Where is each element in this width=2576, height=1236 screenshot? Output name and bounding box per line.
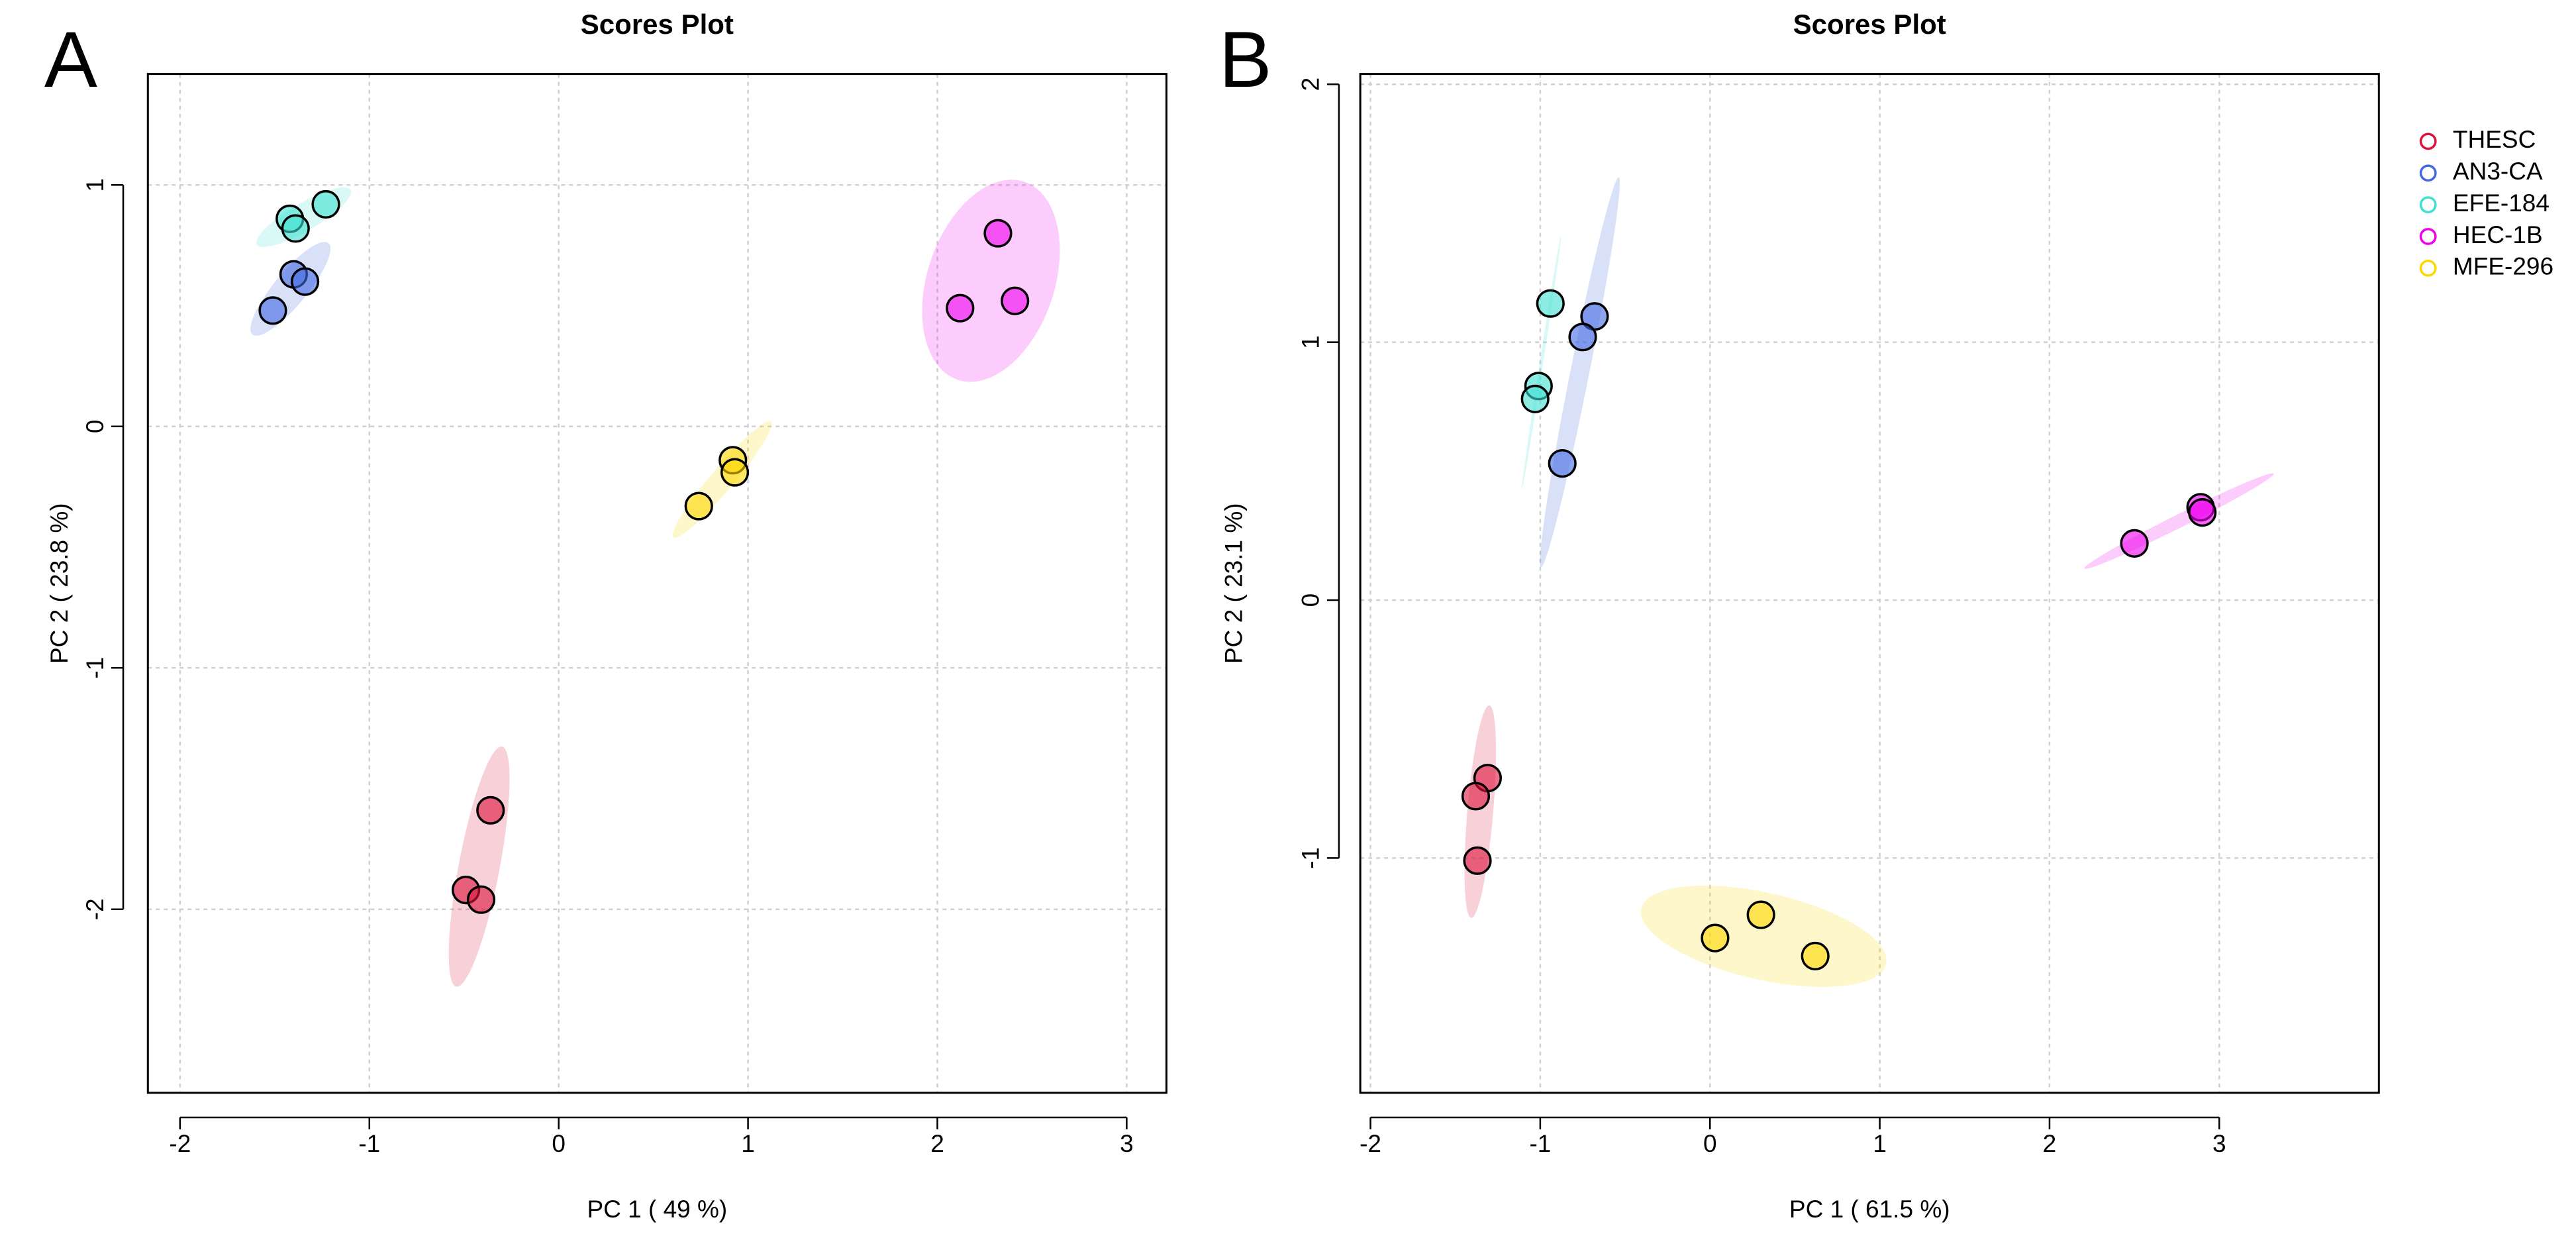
y-tick-label: 1: [1297, 335, 1324, 349]
point: [2188, 498, 2217, 527]
point-group: [2120, 493, 2217, 558]
point: [1568, 323, 1597, 352]
confidence-ellipse: [1464, 705, 1497, 918]
y-tick-label: 1: [81, 178, 109, 192]
legend-label: HEC-1B: [2453, 221, 2543, 248]
x-tick-label: 3: [2212, 1130, 2226, 1157]
x-tick-label: 2: [2043, 1130, 2057, 1157]
confidence-ellipse: [922, 180, 1060, 382]
point-group: [451, 796, 505, 914]
point-group: [258, 260, 320, 325]
confidence-ellipse: [672, 421, 772, 538]
plot-frame: [1359, 73, 2380, 1094]
chart-title: Scores Plot: [1793, 9, 1946, 40]
y-tick-label: -1: [1297, 847, 1324, 869]
point: [1536, 289, 1565, 318]
legend-label: THESC: [2453, 126, 2536, 153]
legend-marker: [2419, 196, 2437, 214]
chart-title: Scores Plot: [581, 9, 734, 40]
legend-marker: [2419, 228, 2437, 245]
x-tick-label: 0: [1703, 1130, 1717, 1157]
confidence-ellipse: [448, 747, 510, 987]
y-axis-title: PC 2 ( 23.8 %): [46, 503, 73, 664]
point: [311, 189, 340, 219]
point-group: [946, 219, 1030, 323]
point-group: [1701, 900, 1830, 970]
y-tick-label: -2: [81, 898, 109, 920]
y-tick-label: -1: [81, 657, 109, 679]
x-tick-label: 2: [930, 1130, 944, 1157]
point: [1801, 941, 1830, 970]
x-axis-title: PC 1 ( 49 %): [587, 1196, 727, 1223]
point: [983, 219, 1013, 248]
legend-label: AN3-CA: [2453, 158, 2543, 185]
x-tick-label: -2: [169, 1130, 191, 1157]
point: [258, 296, 287, 325]
x-axis-title: PC 1 ( 61.5 %): [1789, 1196, 1950, 1223]
confidence-ellipse: [2084, 473, 2274, 569]
x-tick-label: -1: [358, 1130, 380, 1157]
point: [2120, 529, 2149, 558]
point-group: [275, 189, 340, 243]
point: [281, 214, 310, 243]
point: [1548, 449, 1577, 478]
point: [1001, 286, 1030, 315]
legend-marker: [2419, 132, 2437, 150]
point-group: [1520, 289, 1565, 413]
point: [1520, 384, 1550, 413]
point-group: [1461, 764, 1503, 875]
plot-frame: [146, 73, 1167, 1094]
point: [946, 293, 975, 323]
point: [1461, 782, 1491, 811]
x-tick-label: 3: [1120, 1130, 1134, 1157]
point: [1746, 900, 1775, 929]
point: [1463, 846, 1492, 875]
point: [1701, 923, 1730, 953]
point: [720, 458, 750, 487]
legend-marker: [2419, 259, 2437, 277]
y-tick-label: 2: [1297, 77, 1324, 91]
legend-label: EFE-184: [2453, 189, 2550, 217]
confidence-ellipse: [1540, 177, 1620, 568]
point: [684, 491, 713, 521]
point-group: [1548, 302, 1609, 478]
x-tick-label: 0: [552, 1130, 566, 1157]
y-tick-label: 0: [81, 420, 109, 434]
panel-label: B: [1219, 15, 1272, 104]
point: [466, 885, 496, 914]
legend-label: MFE-296: [2453, 253, 2553, 280]
legend-marker: [2419, 164, 2437, 182]
y-tick-label: 0: [1297, 593, 1324, 607]
point-group: [684, 446, 750, 521]
point: [290, 267, 320, 296]
panel-label: A: [44, 15, 97, 104]
y-axis-title: PC 2 ( 23.1 %): [1220, 503, 1248, 664]
x-tick-label: -2: [1360, 1130, 1381, 1157]
x-tick-label: -1: [1529, 1130, 1551, 1157]
confidence-ellipse: [250, 242, 330, 336]
point: [476, 796, 505, 825]
x-tick-label: 1: [1873, 1130, 1887, 1157]
x-tick-label: 1: [741, 1130, 755, 1157]
